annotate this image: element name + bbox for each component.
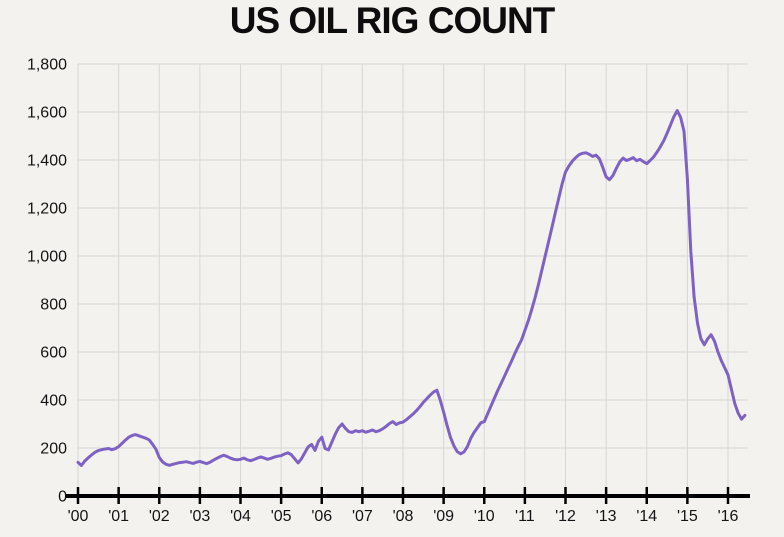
x-tick-label: '08 bbox=[393, 508, 414, 525]
y-tick-label: 800 bbox=[40, 297, 67, 314]
x-tick-label: '05 bbox=[271, 508, 292, 525]
x-tick-label: '01 bbox=[108, 508, 129, 525]
x-tick-label: '11 bbox=[515, 508, 535, 525]
x-tick-label: '06 bbox=[311, 508, 332, 525]
x-tick-label: '10 bbox=[474, 508, 495, 525]
x-tick-label: '13 bbox=[596, 508, 617, 525]
x-tick-label: '09 bbox=[433, 508, 454, 525]
x-tick-label: '12 bbox=[555, 508, 576, 525]
y-tick-label: 1,000 bbox=[27, 249, 67, 266]
x-tick-label: '03 bbox=[189, 508, 210, 525]
x-tick-label: '02 bbox=[149, 508, 170, 525]
x-tick-label: '04 bbox=[230, 508, 251, 525]
rig-count-series-line bbox=[76, 109, 747, 467]
y-tick-label: 1,600 bbox=[27, 105, 67, 122]
x-tick-label: '14 bbox=[636, 508, 657, 525]
x-tick-label: '07 bbox=[352, 508, 373, 525]
y-tick-label: 1,400 bbox=[27, 153, 67, 170]
x-tick-label: '15 bbox=[677, 508, 698, 525]
chart-title: US OIL RIG COUNT bbox=[229, 0, 556, 41]
y-tick-label: 600 bbox=[40, 345, 67, 362]
y-tick-label: 1,200 bbox=[27, 201, 67, 218]
x-tick-label: '00 bbox=[68, 508, 89, 525]
y-tick-label: 400 bbox=[40, 393, 67, 410]
y-tick-label: 0 bbox=[58, 489, 67, 506]
y-tick-label: 1,800 bbox=[27, 57, 67, 74]
x-tick-label: '16 bbox=[718, 508, 739, 525]
y-tick-label: 200 bbox=[40, 441, 67, 458]
